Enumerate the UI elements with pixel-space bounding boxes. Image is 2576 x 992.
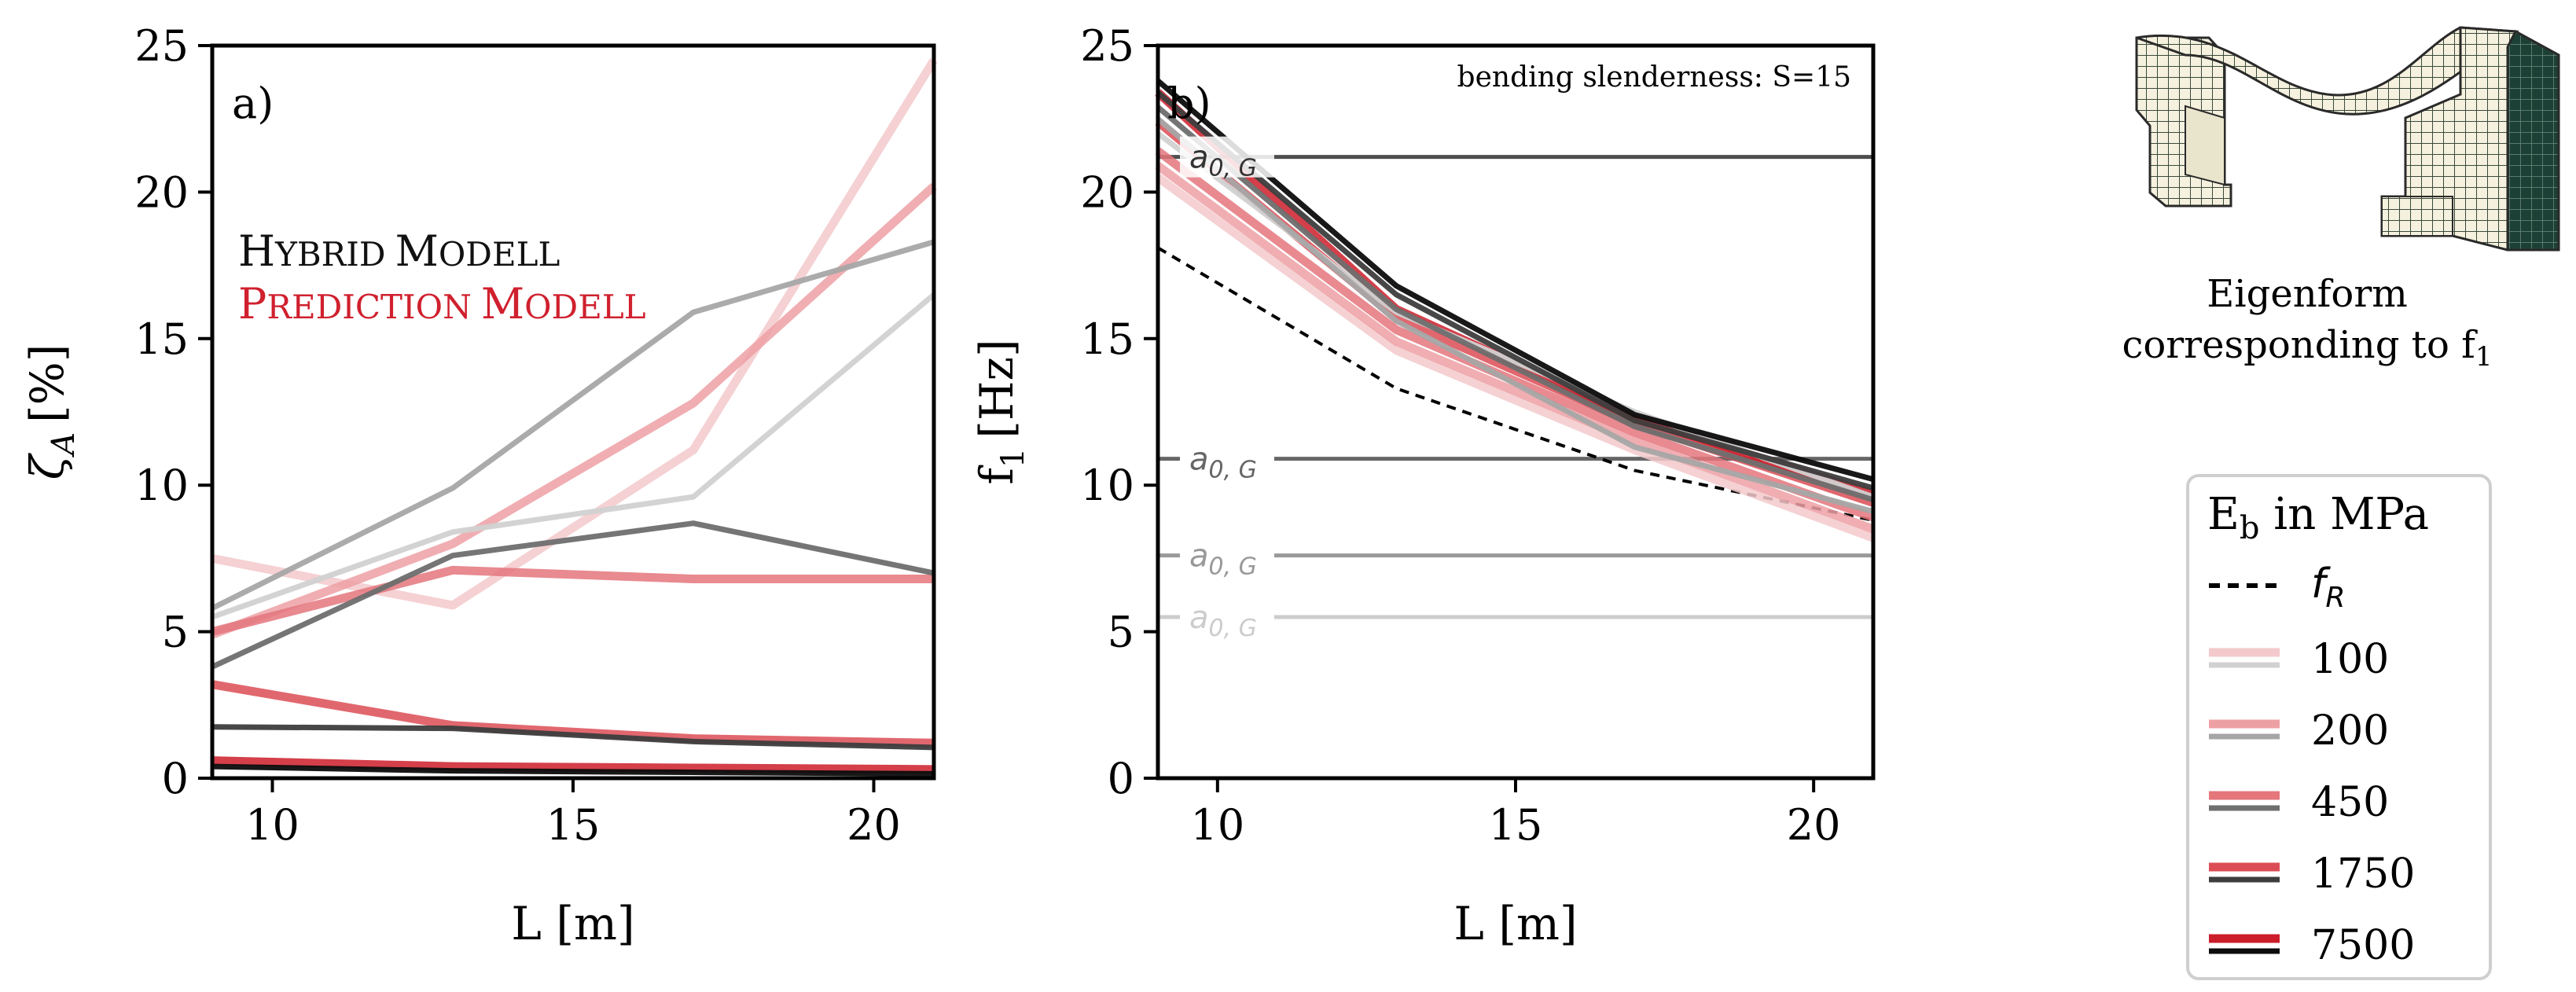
bending-slenderness-annotation: bending slenderness: S=15 (1457, 61, 1851, 94)
prediction-series-line-200 (1155, 162, 1875, 534)
y-tick-label: 20 (1080, 167, 1134, 217)
y-tick-label: 20 (134, 167, 189, 217)
y-tick-label: 15 (1080, 314, 1134, 364)
a0-label-background (1180, 136, 1274, 178)
prediction-series-line-450 (211, 565, 934, 636)
y-tick-label: 0 (162, 754, 189, 803)
y-tick-label: 0 (1108, 754, 1134, 803)
eigenform-caption-line2: corresponding to f1 (2122, 323, 2492, 373)
legend-prediction-model-text: PREDICTION MODELL (238, 279, 646, 329)
hybrid-series-line-450 (211, 520, 935, 670)
a0-label: a0, G (1189, 442, 1257, 484)
prediction-series-line-100 (1155, 174, 1875, 542)
hybrid-series-line-1750 (211, 724, 935, 751)
x-tick-label: 15 (1489, 800, 1543, 850)
panel-b-x-axis-label: L [m] (1453, 897, 1577, 950)
panel-b-ticks: 10 15 20 0 5 10 15 20 25 (1080, 21, 1840, 850)
legend-title: Eb in MPa (2207, 489, 2429, 546)
hybrid-series-line-7500 (211, 763, 935, 777)
legend-entry-label: 100 (2311, 636, 2389, 683)
panel-b-label: b) (1167, 79, 1211, 128)
a0-label-background (1180, 596, 1274, 637)
hybrid-series-line-450 (1156, 105, 1875, 503)
x-tick-label: 20 (1787, 800, 1841, 850)
panel-a-frame (210, 43, 936, 781)
legend-entry-label: 1750 (2311, 851, 2415, 898)
legend-fR-label: fR (2311, 560, 2345, 614)
x-tick-label: 15 (546, 800, 601, 850)
y-tick-label: 10 (1080, 461, 1134, 510)
a0-label: a0, G (1189, 600, 1257, 642)
panel-a-label: a) (232, 79, 274, 128)
a0-label: a0, G (1189, 140, 1257, 182)
y-tick-label: 5 (1108, 608, 1134, 657)
panel-b-y-axis-label: f1[Hz] (970, 339, 1031, 484)
y-tick-label: 25 (1080, 21, 1134, 71)
hybrid-series-line-7500 (1156, 79, 1874, 483)
x-tick-label: 10 (245, 800, 299, 850)
legend-entry-label: 7500 (2311, 922, 2415, 969)
x-tick-label: 10 (1190, 800, 1244, 850)
legend-entry-label: 200 (2311, 707, 2389, 755)
legend-entry-label: 450 (2311, 779, 2389, 826)
y-tick-label: 25 (134, 21, 189, 71)
hybrid-series-line-1750 (1156, 90, 1874, 491)
prediction-series-line-1750 (211, 680, 935, 748)
panel-a-series (211, 57, 938, 777)
hybrid-series-line-100 (211, 292, 936, 620)
y-tick-label: 15 (134, 314, 189, 364)
hybrid-series-line-200 (1156, 116, 1874, 515)
hybrid-series-line-200 (211, 239, 935, 611)
a0-label-background (1180, 438, 1274, 479)
legend-entries: 100 200 450 1750 7500 (2209, 636, 2415, 969)
panel-a-chart: 10 15 20 0 5 10 15 20 25 a) HYBRID MODELL PREDICT… (20, 21, 938, 950)
y-tick-label: 5 (162, 608, 189, 657)
legend-hybrid-model-text: HYBRID MODELL (238, 226, 560, 276)
y-tick-label: 10 (134, 461, 189, 510)
panel-b-series (1155, 79, 1875, 542)
panel-b-frame (1156, 43, 1876, 781)
panel-a-ticks: 10 15 20 0 5 10 15 20 25 (134, 21, 901, 850)
prediction-series-line-100 (211, 57, 938, 610)
prediction-series-line-200 (211, 182, 937, 639)
panel-a-x-axis-label: L [m] (511, 897, 634, 950)
legend-box (2186, 474, 2492, 980)
panel-b-chart: 10 15 20 0 5 10 15 20 25 a0, G a0, G a0, G a0, G b)… (970, 21, 1876, 950)
eb-legend: Eb in MPa fR 100 200 450 1750 7500 (2186, 474, 2492, 980)
prediction-series-line-7500 (211, 756, 935, 774)
a0-label: a0, G (1189, 538, 1257, 581)
eigenform-caption-line1: Eigenform (2207, 272, 2408, 316)
panel-b-a0-labels: a0, G a0, G a0, G a0, G (1180, 136, 1274, 642)
panel-a-y-axis-label: ζA[%] (20, 344, 82, 480)
a0-label-background (1180, 535, 1274, 576)
x-tick-label: 20 (847, 800, 901, 850)
mesh-eigenform-icon: Eigenform corresponding to f1 (2122, 26, 2560, 373)
